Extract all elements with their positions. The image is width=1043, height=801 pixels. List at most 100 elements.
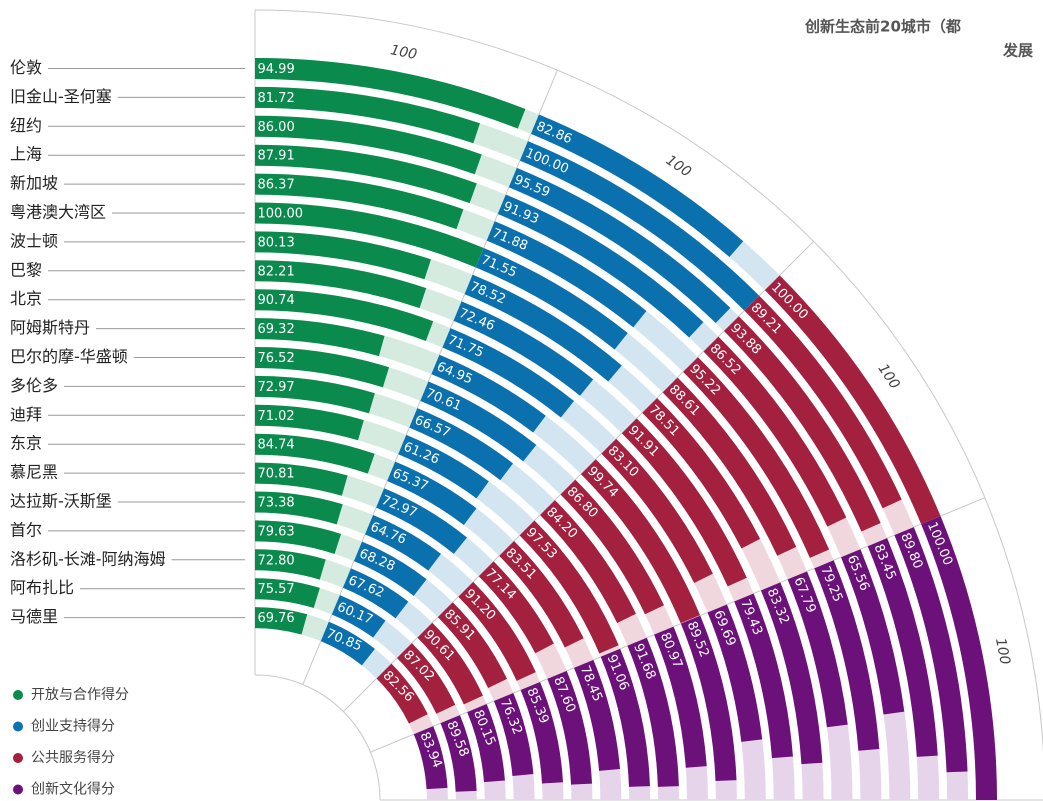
bar	[255, 404, 364, 441]
bar	[255, 115, 482, 175]
value-label: 72.97	[257, 380, 294, 395]
category-label: 多伦多	[10, 376, 58, 395]
legend-swatch	[13, 690, 23, 700]
value-label: 81.72	[258, 91, 295, 106]
value-label: 75.57	[257, 582, 294, 597]
bar	[331, 595, 386, 638]
bar	[396, 643, 456, 714]
legend-label: 开放与合作得分	[31, 686, 129, 703]
value-label: 82.21	[258, 264, 295, 279]
scale-label: 100	[389, 42, 418, 63]
bar	[417, 622, 483, 705]
category-label: 阿姆斯特丹	[10, 318, 90, 337]
bar	[723, 316, 881, 532]
legend-label: 创新文化得分	[31, 781, 115, 798]
value-label: 79.63	[257, 524, 294, 539]
bar	[680, 615, 737, 782]
bar	[464, 274, 622, 382]
value-label: 90.74	[258, 293, 295, 308]
value-label: 86.37	[258, 178, 295, 193]
bar	[787, 571, 848, 728]
bar	[921, 516, 997, 800]
bar	[376, 488, 467, 554]
bar	[255, 86, 480, 144]
bar	[703, 336, 847, 527]
bar	[814, 560, 880, 751]
bar	[342, 568, 409, 619]
bar	[320, 621, 375, 666]
bar	[540, 500, 636, 623]
bar	[437, 602, 508, 688]
bar	[520, 681, 563, 784]
bar	[255, 491, 343, 525]
bar	[431, 354, 546, 433]
bar	[475, 247, 628, 350]
category-label: 慕尼黑	[10, 463, 58, 482]
category-label: 粤港澳大湾区	[10, 203, 106, 222]
category-label: 阿布扎比	[10, 578, 74, 597]
bar	[580, 459, 701, 624]
bar	[574, 659, 620, 771]
bar	[486, 221, 647, 328]
bar	[493, 693, 534, 776]
bar	[255, 549, 326, 580]
bar	[499, 540, 584, 648]
chart-subtitle: 发展	[1002, 42, 1033, 60]
bar	[547, 670, 593, 785]
bar	[627, 637, 679, 787]
value-label: 69.76	[257, 611, 294, 626]
category-label: 巴黎	[10, 260, 42, 279]
legend-swatch	[13, 784, 23, 795]
bar	[458, 581, 536, 681]
category-label: 北京	[10, 289, 42, 308]
bar	[601, 438, 713, 583]
bar	[353, 541, 427, 596]
category-label: 纽约	[10, 116, 42, 135]
bar	[654, 626, 707, 768]
bar	[519, 520, 619, 654]
value-label: 87.91	[258, 149, 295, 164]
scale-label: 100	[663, 152, 694, 180]
value-label: 71.02	[257, 409, 294, 424]
value-label: 100.00	[258, 207, 304, 222]
bar	[376, 663, 428, 724]
bar	[255, 375, 375, 414]
bar	[255, 433, 375, 474]
category-label: 迪拜	[10, 405, 42, 424]
bar	[255, 607, 308, 635]
bar	[413, 726, 448, 790]
bar	[409, 408, 514, 481]
category-label: 达拉斯-沃斯堡	[10, 492, 112, 511]
bar	[255, 144, 477, 204]
bar	[744, 295, 902, 509]
bar	[662, 377, 797, 556]
category-label: 首尔	[10, 520, 42, 539]
bar	[453, 301, 594, 396]
bar	[255, 289, 434, 341]
category-label: 波士顿	[10, 231, 58, 250]
legend-swatch	[13, 753, 23, 763]
bar	[600, 648, 650, 787]
bar	[420, 381, 537, 462]
bar-track	[841, 549, 911, 800]
bar	[519, 141, 760, 311]
bar	[255, 347, 390, 388]
category-label: 马德里	[10, 607, 58, 626]
bar	[867, 538, 938, 757]
value-label: 86.00	[258, 120, 295, 135]
category-label: 新加坡	[10, 174, 58, 193]
bar	[642, 397, 761, 549]
value-label: 84.74	[257, 438, 294, 453]
bar	[467, 704, 505, 783]
value-label: 70.81	[257, 467, 294, 482]
bar	[255, 462, 348, 496]
bar	[387, 461, 477, 525]
bar	[734, 593, 793, 759]
bar	[621, 418, 747, 587]
bar	[255, 260, 427, 309]
value-label: 72.80	[257, 553, 294, 568]
value-label: 94.99	[258, 62, 295, 77]
bar	[478, 561, 554, 654]
value-label: 73.38	[257, 496, 294, 511]
legend-swatch	[13, 721, 23, 732]
